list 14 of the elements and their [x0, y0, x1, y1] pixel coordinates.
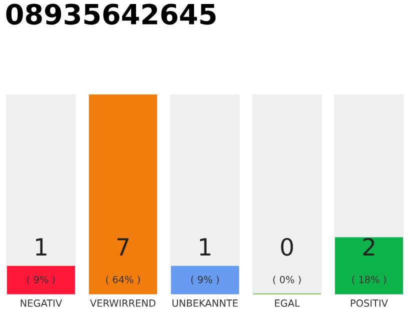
- x-tick-label: EGAL: [275, 299, 300, 307]
- data-label: 1 ( 9% ): [191, 238, 219, 284]
- x-tick-label: POSITIV: [350, 299, 388, 307]
- x-tick-label: UNBEKANNTE: [172, 300, 238, 307]
- x-tick-label: VERWIRREND: [90, 300, 156, 307]
- data-label: 2 ( 18% ): [352, 238, 386, 284]
- data-label: 0 ( 0% ): [273, 238, 301, 284]
- data-label: 1 ( 9% ): [27, 238, 55, 284]
- bar: [334, 237, 404, 294]
- x-tick-label: NEGATIV: [20, 299, 62, 307]
- bar: [170, 266, 240, 294]
- data-label: 7 ( 64% ): [106, 238, 140, 284]
- chart-title: 08935642645: [6, 4, 216, 25]
- bar: [6, 266, 76, 294]
